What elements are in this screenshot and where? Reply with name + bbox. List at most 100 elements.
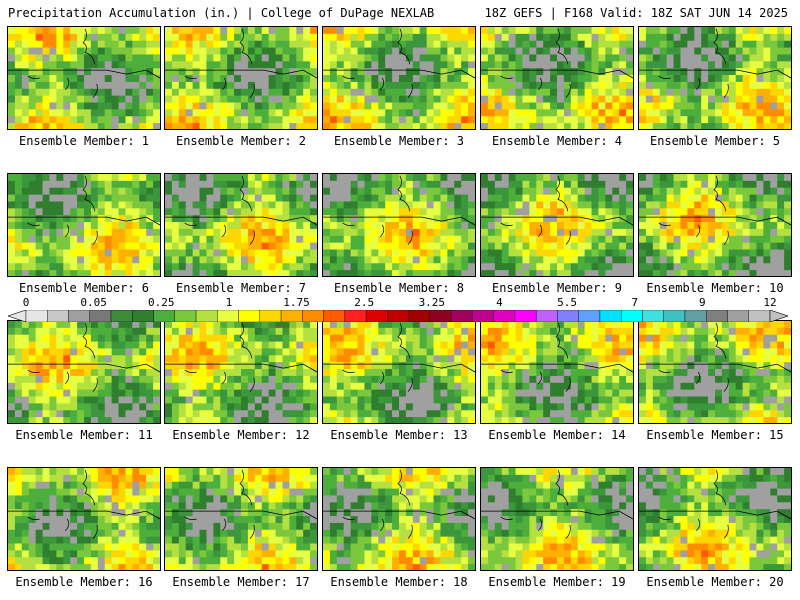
precip-cell xyxy=(261,215,270,223)
precip-cell xyxy=(529,27,537,35)
precip-cell xyxy=(77,54,85,62)
precip-cell xyxy=(132,194,140,202)
precip-cell xyxy=(515,27,523,35)
precip-cell xyxy=(680,47,688,55)
precip-cell xyxy=(97,403,106,411)
precip-cell xyxy=(440,116,448,124)
precip-cell xyxy=(371,389,379,398)
precip-cell xyxy=(605,403,613,411)
precip-cell xyxy=(708,396,716,404)
precip-cell xyxy=(77,235,85,244)
precip-cell xyxy=(652,194,661,202)
precip-cell xyxy=(550,222,558,230)
precip-cell xyxy=(605,375,613,384)
precip-cell xyxy=(694,208,702,216)
precip-cell xyxy=(543,194,551,202)
coastline xyxy=(658,28,729,98)
precip-cell xyxy=(139,327,147,336)
precip-cell xyxy=(426,249,435,257)
precip-cell xyxy=(557,54,565,62)
precip-cell xyxy=(735,396,744,404)
precip-cell xyxy=(645,102,654,110)
precip-cell xyxy=(268,256,277,264)
precip-cell xyxy=(254,27,263,35)
precip-cell xyxy=(659,40,668,49)
precip-cell xyxy=(454,215,462,223)
precip-cell xyxy=(728,403,737,411)
precip-cell xyxy=(508,362,517,370)
precip-cell xyxy=(570,215,579,223)
precip-cell xyxy=(673,194,681,202)
precip-cell xyxy=(666,327,675,336)
precip-cell xyxy=(289,417,297,423)
precip-cell xyxy=(146,228,154,237)
precip-cell xyxy=(645,208,654,216)
precip-cell xyxy=(708,341,716,349)
precip-cell xyxy=(715,215,723,223)
precip-cell xyxy=(84,54,92,62)
precip-cell xyxy=(399,321,407,329)
precip-cell xyxy=(132,396,140,404)
precip-cell xyxy=(206,201,214,209)
precip-cell xyxy=(687,109,695,117)
precip-cell xyxy=(756,215,764,223)
precip-cell xyxy=(357,109,365,117)
precip-cell xyxy=(515,256,523,264)
precip-cell xyxy=(605,396,613,404)
precip-cell xyxy=(14,95,23,104)
precip-cell xyxy=(310,208,317,216)
precip-cell xyxy=(310,116,317,124)
precip-cell xyxy=(132,242,140,251)
precip-cell xyxy=(777,54,785,62)
precip-cell xyxy=(90,109,99,117)
precip-cell xyxy=(289,88,297,97)
precip-cell xyxy=(234,116,242,124)
precip-cell xyxy=(563,263,572,271)
precip-cell xyxy=(247,201,256,209)
precip-cell xyxy=(70,417,78,423)
precip-cell xyxy=(419,270,428,276)
precip-cell xyxy=(392,355,400,363)
precip-cell xyxy=(487,334,496,343)
precip-cell xyxy=(612,228,620,237)
precip-cell xyxy=(153,396,160,404)
precip-cell xyxy=(673,321,681,329)
precip-cell xyxy=(529,208,537,216)
precip-cell xyxy=(591,382,599,391)
precip-cell xyxy=(515,201,523,209)
precip-cell xyxy=(329,27,338,35)
precip-cell xyxy=(570,208,579,216)
precip-cell xyxy=(296,81,304,90)
precip-cell xyxy=(522,256,530,264)
precip-cell xyxy=(385,194,393,202)
precip-cell xyxy=(598,47,606,55)
precip-cell xyxy=(419,375,428,384)
precip-cell xyxy=(687,116,695,124)
precip-cell xyxy=(728,362,737,370)
precip-cell xyxy=(336,174,345,182)
precip-cell xyxy=(687,33,695,42)
precip-cell xyxy=(111,201,120,209)
precip-cell xyxy=(426,54,435,62)
precip-cell xyxy=(742,341,751,349)
precip-cell xyxy=(385,369,393,377)
precip-cell xyxy=(645,187,654,196)
precip-cell xyxy=(268,54,277,62)
precip-cell xyxy=(146,410,154,418)
precip-cell xyxy=(247,47,256,55)
precip-cell xyxy=(763,242,771,251)
precip-cell xyxy=(14,180,23,189)
precip-cell xyxy=(289,116,297,124)
precip-cell xyxy=(213,201,221,209)
precip-cell xyxy=(28,222,37,230)
precip-cell xyxy=(419,222,428,230)
precip-cell xyxy=(742,109,751,117)
precip-cell xyxy=(673,33,681,42)
precip-cell xyxy=(90,222,99,230)
precip-cell xyxy=(639,123,647,129)
precip-cell xyxy=(501,194,510,202)
precip-cell xyxy=(392,334,400,343)
precip-cell xyxy=(90,417,99,423)
precip-cell xyxy=(146,263,154,271)
precip-cell xyxy=(756,321,764,329)
